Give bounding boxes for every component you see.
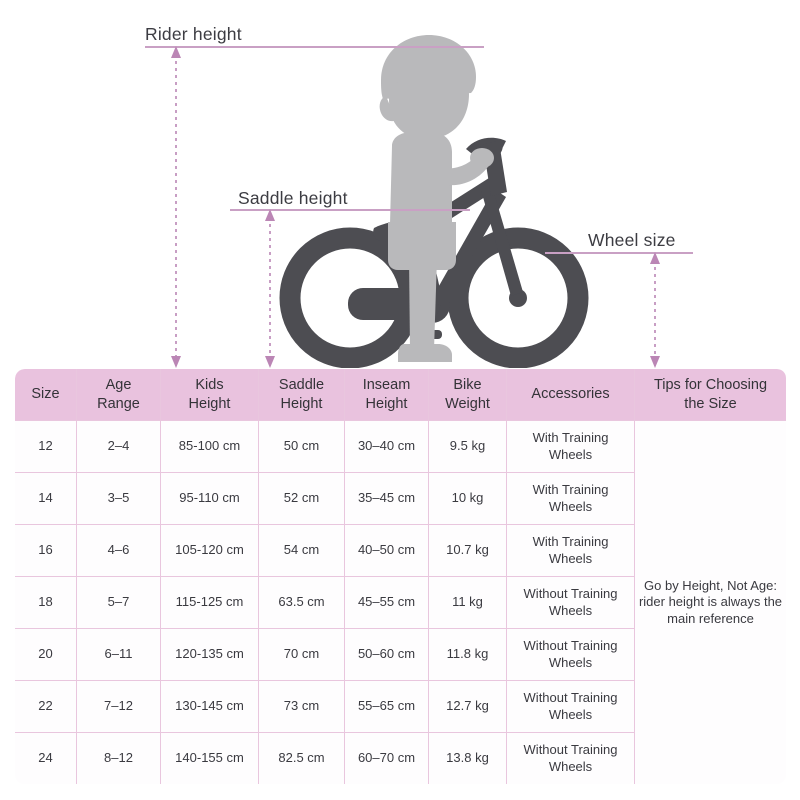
header-line: Kids — [195, 377, 224, 394]
header-line: Height — [280, 395, 323, 412]
cell-size: 12 — [15, 420, 77, 473]
column-header-tips: Tips for Choosing the Size — [634, 369, 786, 421]
column-header-accessories: Accessories — [506, 369, 635, 421]
cell-accessories: With Training Wheels — [506, 420, 635, 473]
cell-tips: Go by Height, Not Age: rider height is a… — [634, 420, 786, 784]
cell-saddle-height: 63.5 cm — [258, 576, 345, 629]
size-table-container: Size Age Range Kids Height Saddle Height — [14, 368, 787, 785]
saddle-height-label: Saddle height — [238, 188, 348, 208]
cell-bike-weight: 11.8 kg — [428, 628, 507, 681]
cell-age-range: 6–11 — [76, 628, 161, 681]
cell-saddle-height: 73 cm — [258, 680, 345, 733]
cell-size: 24 — [15, 732, 77, 784]
cell-bike-weight: 12.7 kg — [428, 680, 507, 733]
cell-bike-weight: 13.8 kg — [428, 732, 507, 784]
cell-size: 20 — [15, 628, 77, 681]
header-line: Saddle — [278, 377, 325, 394]
saddle-height-arrow-icon — [265, 209, 275, 368]
header-line: Range — [97, 395, 140, 412]
header-line: Height — [365, 395, 408, 412]
wheel-size-arrow-icon — [650, 252, 660, 368]
table-body: 12 2–4 85-100 cm 50 cm 30–40 cm 9.5 kg W… — [15, 420, 786, 784]
header-line: Accessories — [531, 386, 610, 403]
rider-height-label: Rider height — [145, 24, 242, 44]
cell-saddle-height: 82.5 cm — [258, 732, 345, 784]
cell-size: 22 — [15, 680, 77, 733]
cell-saddle-height: 50 cm — [258, 420, 345, 473]
table-row: 12 2–4 85-100 cm 50 cm 30–40 cm 9.5 kg W… — [15, 420, 786, 784]
table-row: 22 7–12 130-145 cm 73 cm 55–65 cm 12.7 k… — [15, 680, 786, 733]
column-header-age-range: Age Range — [76, 369, 161, 421]
table-row: 18 5–7 115-125 cm 63.5 cm 45–55 cm 11 kg… — [15, 576, 786, 629]
header-line: Bike — [453, 377, 482, 394]
column-header-kids-height: Kids Height — [160, 369, 259, 421]
header-line: Weight — [445, 395, 490, 412]
column-header-size: Size — [15, 369, 77, 421]
cell-kids-height: 120-135 cm — [160, 628, 259, 681]
cell-age-range: 2–4 — [76, 420, 161, 473]
cell-kids-height: 140-155 cm — [160, 732, 259, 784]
cell-bike-weight: 11 kg — [428, 576, 507, 629]
cell-inseam-height: 55–65 cm — [344, 680, 429, 733]
wheel-size-label: Wheel size — [588, 230, 676, 250]
cell-saddle-height: 70 cm — [258, 628, 345, 681]
cell-inseam-height: 35–45 cm — [344, 472, 429, 525]
cell-kids-height: 105-120 cm — [160, 524, 259, 577]
table-row: 16 4–6 105-120 cm 54 cm 40–50 cm 10.7 kg… — [15, 524, 786, 577]
cell-age-range: 3–5 — [76, 472, 161, 525]
header-line: the Size — [684, 395, 737, 412]
rider-height-arrow-icon — [171, 46, 181, 368]
table-row: 20 6–11 120-135 cm 70 cm 50–60 cm 11.8 k… — [15, 628, 786, 681]
cell-age-range: 7–12 — [76, 680, 161, 733]
cell-kids-height: 95-110 cm — [160, 472, 259, 525]
table-header: Size Age Range Kids Height Saddle Height — [15, 369, 786, 421]
cell-saddle-height: 52 cm — [258, 472, 345, 525]
cell-age-range: 5–7 — [76, 576, 161, 629]
table-header-row: Size Age Range Kids Height Saddle Height — [15, 369, 786, 421]
header-line: Tips for Choosing — [653, 377, 768, 394]
bike-size-table: Size Age Range Kids Height Saddle Height — [14, 368, 787, 785]
cell-age-range: 4–6 — [76, 524, 161, 577]
cell-accessories: Without Training Wheels — [506, 628, 635, 681]
column-header-saddle-height: Saddle Height — [258, 369, 345, 421]
cell-accessories: With Training Wheels — [506, 524, 635, 577]
header-line: Inseam — [362, 377, 411, 394]
header-line: Height — [188, 395, 231, 412]
cell-inseam-height: 60–70 cm — [344, 732, 429, 784]
cell-inseam-height: 50–60 cm — [344, 628, 429, 681]
header-line: Size — [31, 386, 60, 403]
cell-saddle-height: 54 cm — [258, 524, 345, 577]
cell-inseam-height: 45–55 cm — [344, 576, 429, 629]
cell-inseam-height: 30–40 cm — [344, 420, 429, 473]
cell-size: 14 — [15, 472, 77, 525]
cell-inseam-height: 40–50 cm — [344, 524, 429, 577]
column-header-inseam-height: Inseam Height — [344, 369, 429, 421]
table-row: 14 3–5 95-110 cm 52 cm 35–45 cm 10 kg Wi… — [15, 472, 786, 525]
cell-accessories: Without Training Wheels — [506, 732, 635, 784]
cell-bike-weight: 10.7 kg — [428, 524, 507, 577]
cell-kids-height: 130-145 cm — [160, 680, 259, 733]
cell-age-range: 8–12 — [76, 732, 161, 784]
header-line: Age — [105, 377, 132, 394]
cell-accessories: With Training Wheels — [506, 472, 635, 525]
table-row: 24 8–12 140-155 cm 82.5 cm 60–70 cm 13.8… — [15, 732, 786, 784]
cell-accessories: Without Training Wheels — [506, 680, 635, 733]
cell-size: 16 — [15, 524, 77, 577]
cell-kids-height: 85-100 cm — [160, 420, 259, 473]
cell-bike-weight: 10 kg — [428, 472, 507, 525]
cell-bike-weight: 9.5 kg — [428, 420, 507, 473]
bike-sizing-illustration: Rider height Saddle height Wheel size — [0, 0, 800, 368]
cell-accessories: Without Training Wheels — [506, 576, 635, 629]
column-header-bike-weight: Bike Weight — [428, 369, 507, 421]
cell-kids-height: 115-125 cm — [160, 576, 259, 629]
child-rider-icon — [379, 35, 494, 362]
cell-size: 18 — [15, 576, 77, 629]
